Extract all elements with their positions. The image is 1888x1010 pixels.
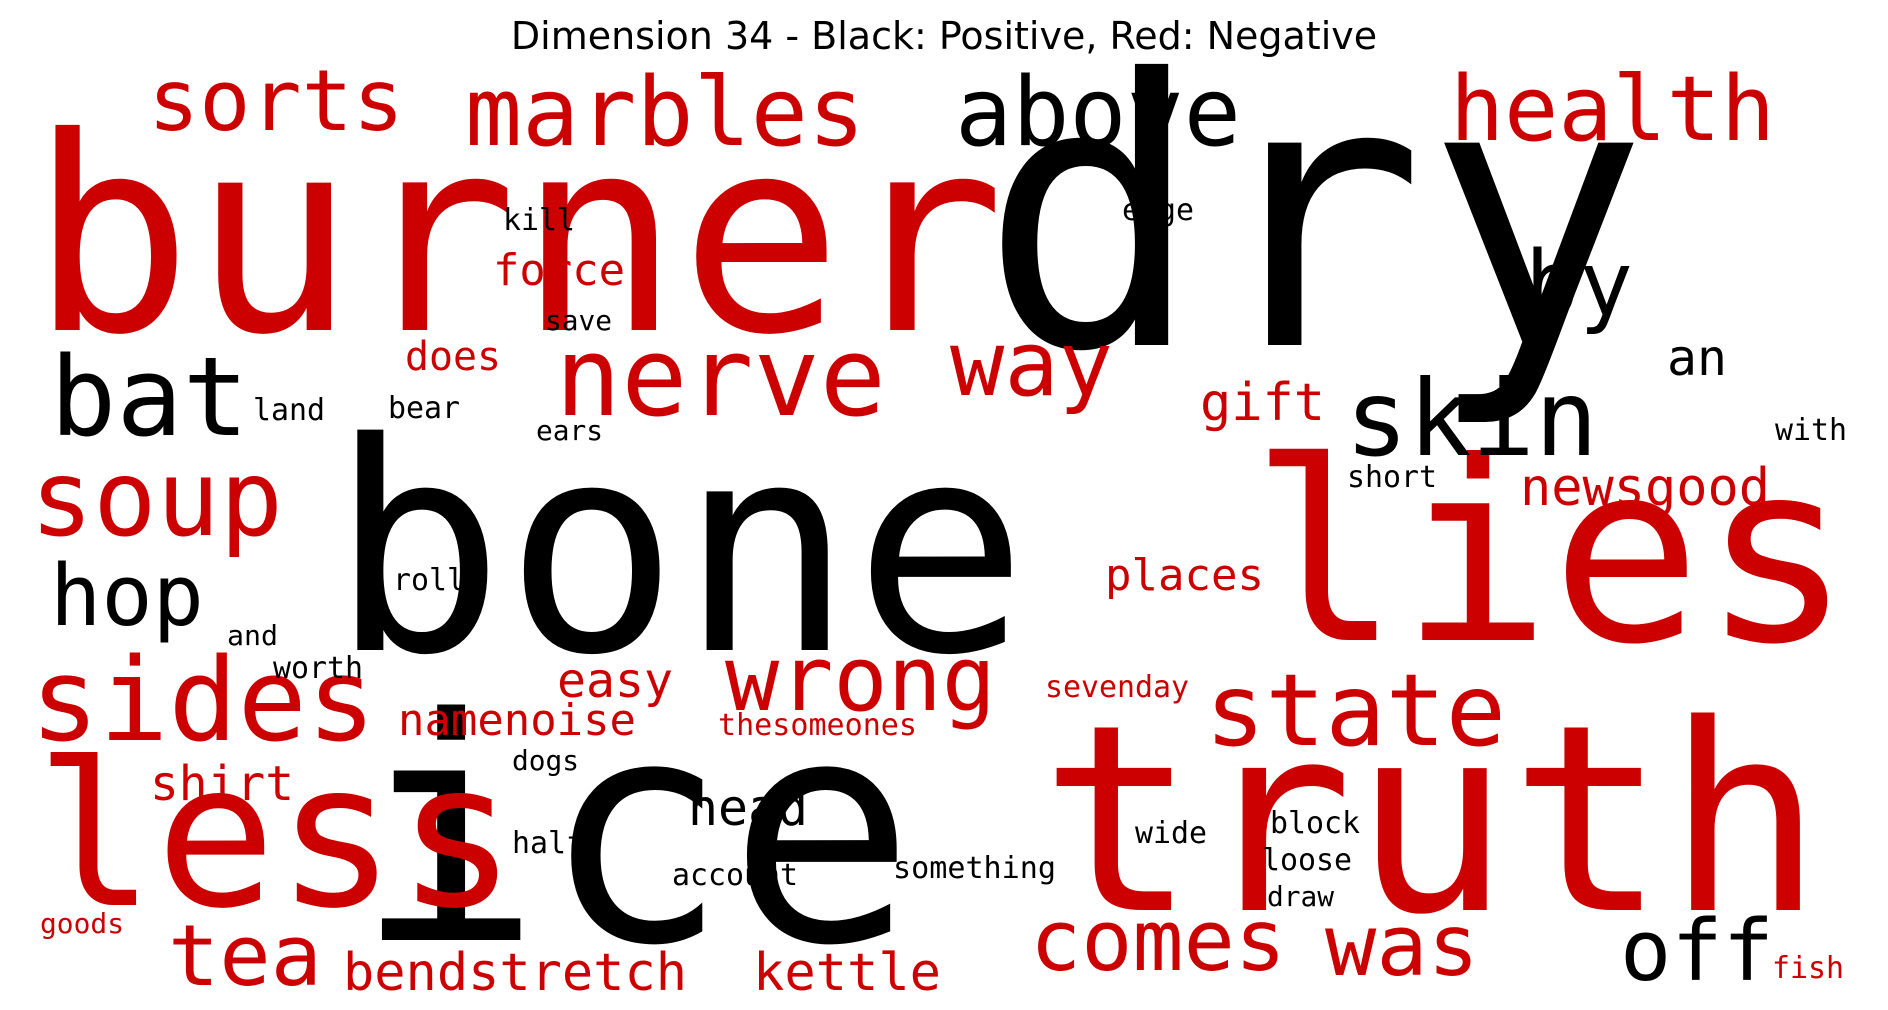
chart-title: Dimension 34 - Black: Positive, Red: Neg… [510,14,1378,58]
word-soup: soup [30,438,283,560]
word-hop: hop [50,547,204,646]
word-land: land [253,393,325,428]
word-newsgood: newsgood [1520,458,1770,518]
word-wrong: wrong [725,627,996,732]
word-tea: tea [168,907,322,1006]
word-nerve: nerve [555,313,886,441]
word-above: above [955,58,1241,168]
word-health: health [1450,57,1775,162]
word-sides: sides [30,634,376,768]
word-state: state [1205,652,1506,769]
word-by: by [1525,232,1633,337]
word-loose: loose [1262,843,1352,878]
word-burner: burner [30,79,1005,394]
word-places: places [1105,550,1264,601]
word-ears: ears [536,414,603,447]
word-half: half [512,826,584,861]
word-fish: fish [1772,951,1844,986]
word-wide: wide [1135,816,1207,851]
word-kill: kill [503,203,575,238]
word-shirt: shirt [150,756,294,812]
word-easy: easy [557,653,673,709]
word-an: an [1667,329,1727,387]
word-bone: bone [330,382,1028,719]
word-kettle: kettle [753,943,941,1003]
word-force: force [493,245,625,296]
word-dry: dry [980,3,1648,433]
word-draw: draw [1267,880,1334,913]
word-thesomeones: thesomeones [718,708,917,743]
word-gift: gift [1200,373,1325,433]
word-something: something [893,851,1056,886]
word-block: block [1270,806,1360,841]
word-off: off [1620,902,1774,1001]
word-and: and [227,619,278,652]
word-sevenday: sevenday [1045,670,1189,705]
word-goods: goods [40,907,124,940]
word-truth: truth [1040,670,1823,972]
word-was: was [1325,897,1479,996]
word-short: short [1347,460,1437,495]
word-edge: edge [1122,193,1194,228]
word-worth: worth [273,651,363,686]
word-with: with [1775,413,1847,448]
word-namenoise: namenoise [398,695,636,746]
word-head: head [688,779,808,837]
word-dogs: dogs [512,744,579,777]
word-account: account [672,858,798,893]
word-way: way [950,312,1113,417]
word-marbles: marbles [465,58,865,168]
word-save: save [545,304,612,337]
word-does: does [405,334,501,380]
word-bendstretch: bendstretch [343,943,687,1003]
word-ice: ice [355,653,915,1010]
word-roll: roll [393,563,465,598]
word-bat: bat [50,333,249,461]
word-comes: comes [1030,892,1286,991]
word-sorts: sorts [148,52,404,151]
word-less: less [35,720,517,953]
word-lies: lies [1250,408,1852,699]
word-bear: bear [388,391,460,426]
word-skin: skin [1345,358,1598,480]
